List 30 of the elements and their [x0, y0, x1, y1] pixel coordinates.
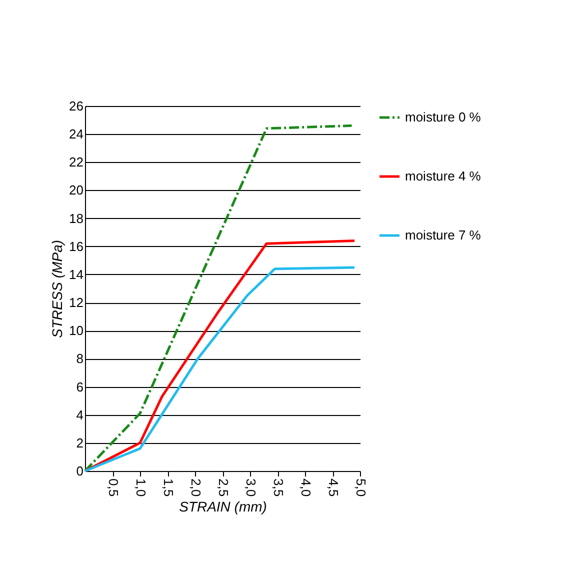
- y-tick-label: 18: [69, 210, 84, 226]
- y-tick-label: 26: [69, 98, 84, 114]
- y-tick-label: 16: [69, 238, 84, 254]
- y-tick-label: 14: [69, 266, 84, 282]
- x-tick-label: 2,0: [188, 478, 204, 497]
- x-tick-label: 1,5: [161, 478, 176, 497]
- legend-label: moisture 7 %: [405, 228, 482, 242]
- x-tick-label: 4,5: [326, 478, 341, 497]
- y-tick-label: 22: [69, 154, 84, 170]
- legend-label: moisture 4 %: [405, 168, 482, 184]
- y-tick-label: 4: [76, 407, 84, 422]
- x-tick-label: 3,5: [271, 478, 286, 497]
- y-tick-label: 0: [76, 464, 84, 478]
- y-tick-label: 24: [69, 126, 84, 142]
- x-tick-label: 0,5: [106, 478, 121, 497]
- x-tick-label: 4,0: [298, 478, 314, 497]
- x-axis-title: STRAIN (mm): [179, 498, 267, 515]
- x-tick-label: 5,0: [354, 478, 368, 497]
- y-tick-label: 2: [76, 435, 84, 450]
- legend-label: moisture 0 %: [405, 110, 482, 124]
- y-tick-label: 20: [69, 182, 84, 198]
- y-axis-title: STRESS (MPa): [49, 240, 66, 338]
- y-tick-label: 10: [69, 323, 84, 338]
- y-tick-label: 12: [69, 295, 84, 310]
- x-tick-label: 3,0: [244, 478, 258, 497]
- x-tick-label: 1,0: [134, 478, 148, 497]
- x-tick-label: 2,5: [216, 478, 231, 497]
- line-series: [84, 124, 353, 472]
- y-tick-label: 8: [76, 351, 84, 366]
- y-tick-label: 6: [76, 379, 84, 394]
